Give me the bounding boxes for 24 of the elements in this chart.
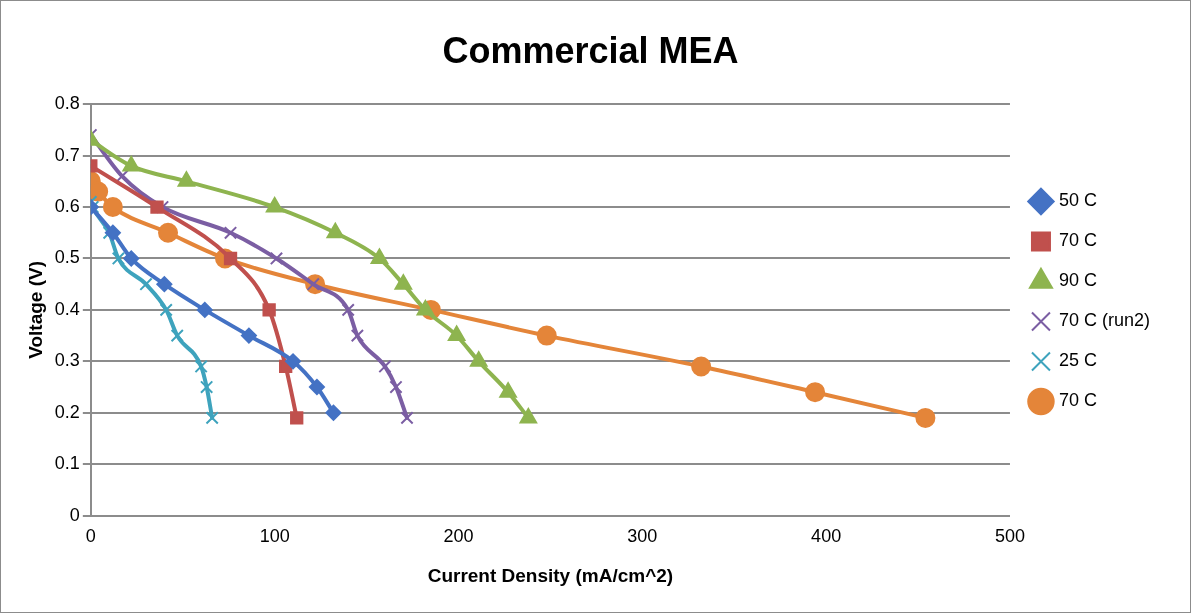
y-tick-label: 0.1 <box>54 453 80 474</box>
y-tick-label: 0.4 <box>54 298 80 319</box>
legend-label: 50 C <box>1058 190 1097 211</box>
legend-label: 70 C <box>1058 390 1097 411</box>
chart-title: Commercial MEA <box>442 29 739 71</box>
y-axis-title: Voltage (V) <box>24 260 46 359</box>
y-tick-label: 0.7 <box>54 144 80 165</box>
legend-label: 70 C (run2) <box>1058 310 1151 331</box>
x-tick-label: 0 <box>85 526 96 547</box>
y-tick-label: 0.3 <box>54 350 80 371</box>
legend-label: 25 C <box>1058 350 1097 371</box>
y-tick-label: 0.8 <box>54 93 80 114</box>
y-tick-label: 0.6 <box>54 196 80 217</box>
x-axis-title: Current Density (mA/cm^2) <box>427 564 674 586</box>
x-tick-label: 400 <box>811 526 842 547</box>
x-tick-label: 500 <box>994 526 1025 547</box>
x-tick-label: 300 <box>627 526 658 547</box>
y-tick-label: 0.2 <box>54 401 80 422</box>
legend-label: 90 C <box>1058 270 1097 291</box>
y-tick-label: 0 <box>69 504 80 525</box>
y-tick-label: 0.5 <box>54 247 80 268</box>
x-tick-label: 100 <box>259 526 290 547</box>
legend-label: 70 C <box>1058 230 1097 251</box>
x-tick-label: 200 <box>443 526 474 547</box>
